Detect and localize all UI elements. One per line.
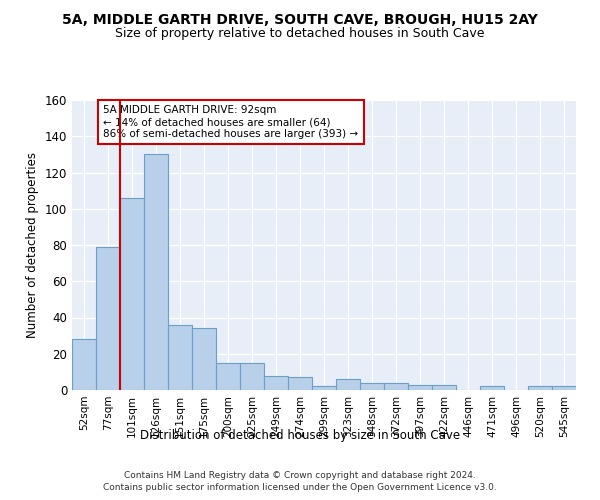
- Text: 5A, MIDDLE GARTH DRIVE, SOUTH CAVE, BROUGH, HU15 2AY: 5A, MIDDLE GARTH DRIVE, SOUTH CAVE, BROU…: [62, 12, 538, 26]
- Bar: [120, 198, 144, 390]
- Bar: [408, 384, 432, 390]
- Bar: [264, 376, 288, 390]
- Bar: [168, 325, 192, 390]
- Bar: [480, 386, 504, 390]
- Bar: [552, 386, 576, 390]
- Bar: [312, 386, 336, 390]
- Bar: [528, 386, 552, 390]
- Text: Size of property relative to detached houses in South Cave: Size of property relative to detached ho…: [115, 28, 485, 40]
- Text: Contains HM Land Registry data © Crown copyright and database right 2024.: Contains HM Land Registry data © Crown c…: [124, 471, 476, 480]
- Text: Contains public sector information licensed under the Open Government Licence v3: Contains public sector information licen…: [103, 484, 497, 492]
- Text: Distribution of detached houses by size in South Cave: Distribution of detached houses by size …: [140, 428, 460, 442]
- Bar: [192, 328, 216, 390]
- Bar: [432, 384, 456, 390]
- Bar: [288, 378, 312, 390]
- Bar: [384, 383, 408, 390]
- Y-axis label: Number of detached properties: Number of detached properties: [26, 152, 39, 338]
- Bar: [216, 363, 240, 390]
- Bar: [72, 339, 96, 390]
- Text: 5A MIDDLE GARTH DRIVE: 92sqm
← 14% of detached houses are smaller (64)
86% of se: 5A MIDDLE GARTH DRIVE: 92sqm ← 14% of de…: [103, 106, 358, 138]
- Bar: [144, 154, 168, 390]
- Bar: [360, 383, 384, 390]
- Bar: [336, 379, 360, 390]
- Bar: [240, 363, 264, 390]
- Bar: [96, 247, 120, 390]
